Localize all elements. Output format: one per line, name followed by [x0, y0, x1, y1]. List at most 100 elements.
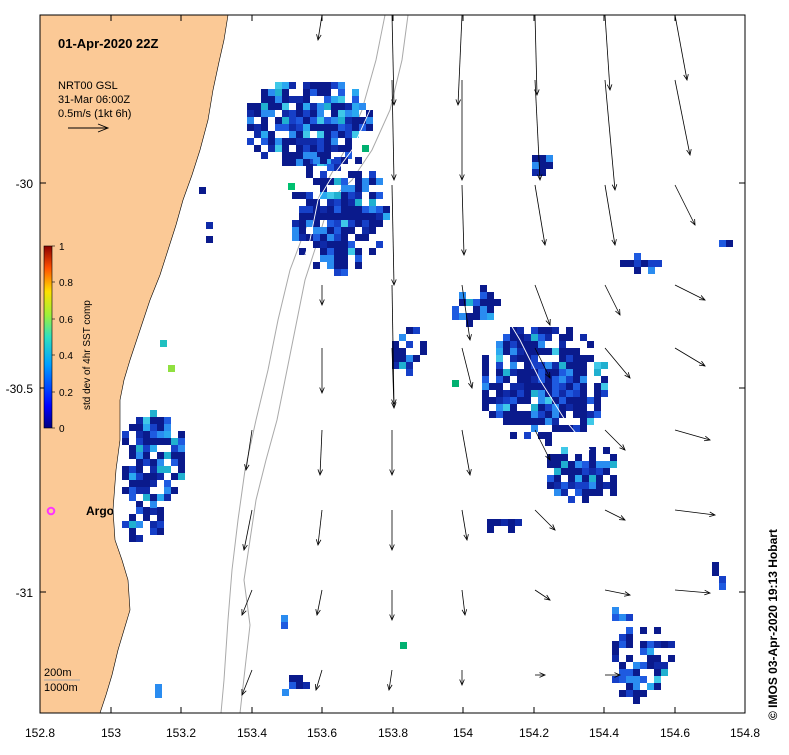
sst-pixel: [369, 178, 376, 185]
sst-pixel: [580, 397, 587, 404]
sst-pixel: [726, 240, 733, 247]
sst-pixel: [561, 489, 568, 496]
sst-pixel: [324, 124, 331, 131]
sst-pixel: [369, 213, 376, 220]
sst-pixel: [482, 404, 489, 411]
current-scale: 0.5m/s (1kt 6h): [58, 108, 131, 120]
sst-pixel: [150, 528, 157, 535]
sst-pixel: [261, 117, 268, 124]
sst-pixel: [303, 145, 310, 152]
sst-pixel: [164, 431, 171, 438]
sst-pixel: [573, 404, 580, 411]
sst-pixel: [546, 162, 553, 169]
sst-pixel: [466, 320, 473, 327]
sst-pixel: [559, 355, 566, 362]
sst-pixel: [640, 690, 647, 697]
sst-pixel: [157, 452, 164, 459]
sst-pixel: [610, 482, 617, 489]
sst-pixel: [503, 397, 510, 404]
sst-pixel: [366, 117, 373, 124]
sst-pixel: [292, 220, 299, 227]
current-vector-head: [391, 402, 397, 410]
current-vector: [604, 509, 626, 521]
sst-pixel: [327, 262, 334, 269]
sst-pixel: [338, 124, 345, 131]
sst-pixel: [327, 220, 334, 227]
sst-pixel: [508, 519, 515, 526]
sst-pixel: [510, 411, 517, 418]
sst-pixel: [310, 124, 317, 131]
sst-pixel: [310, 82, 317, 89]
sst-pixel: [480, 292, 487, 299]
sst-pixel: [568, 475, 575, 482]
sst-pixel: [289, 124, 296, 131]
colorbar-label: std dev of 4hr SST comp: [82, 300, 93, 410]
sst-pixel: [517, 348, 524, 355]
sst-pixel: [503, 411, 510, 418]
current-vector: [674, 589, 711, 594]
sst-pixel: [261, 138, 268, 145]
sst-pixel: [496, 341, 503, 348]
sst-pixel: [580, 411, 587, 418]
sst-pixel: [136, 521, 143, 528]
sst-pixel: [376, 192, 383, 199]
current-vector-head: [316, 34, 322, 42]
sst-pixel: [320, 241, 327, 248]
current-vector-head: [455, 99, 461, 107]
sst-pixel: [517, 376, 524, 383]
current-vector: [391, 79, 395, 181]
sst-pixel: [355, 157, 362, 164]
sst-pixel: [494, 299, 501, 306]
sst-pixel: [292, 192, 299, 199]
sst-pixel: [566, 390, 573, 397]
sst-pixel: [296, 675, 303, 682]
sst-pixel: [594, 397, 601, 404]
sst-pixel: [143, 445, 150, 452]
sst-pixel: [369, 248, 376, 255]
sst-pixel: [282, 124, 289, 131]
sst-pixel: [496, 362, 503, 369]
sst-pixel: [510, 404, 517, 411]
sst-pixel: [473, 299, 480, 306]
sst-pixel: [517, 397, 524, 404]
sst-pixel: [552, 425, 559, 432]
sst-pixel: [320, 178, 327, 185]
sst-pixel: [129, 494, 136, 501]
sst-pixel: [573, 362, 580, 369]
sst-pixel: [320, 192, 327, 199]
sst-pixel: [515, 519, 522, 526]
sst-pixel: [619, 676, 626, 683]
current-vector-head: [389, 614, 395, 622]
sst-pixel: [634, 260, 641, 267]
sst-pixel: [503, 341, 510, 348]
sst-pixel: [399, 348, 406, 355]
sst-pixel: [640, 676, 647, 683]
lon-tick: 152.8: [25, 726, 55, 740]
sst-pixel: [275, 82, 282, 89]
colorbar-tick: 1: [59, 242, 65, 253]
sst-pixel: [143, 507, 150, 514]
sst-pixel: [552, 376, 559, 383]
sst-pixel: [406, 327, 413, 334]
sst-pixel: [313, 157, 320, 164]
sst-pixels: [122, 82, 733, 704]
sst-pixel: [310, 110, 317, 117]
sst-pixel: [575, 489, 582, 496]
current-vector: [315, 669, 323, 691]
sst-pixel: [459, 313, 466, 320]
current-vector-head: [545, 453, 551, 461]
sst-pixel: [171, 438, 178, 445]
sst-pixel: [524, 411, 531, 418]
sst-pixel: [206, 236, 213, 243]
current-vector: [534, 284, 551, 326]
current-vector-head: [391, 279, 397, 287]
sst-pixel: [268, 138, 275, 145]
sst-pixel: [531, 418, 538, 425]
sst-pixel: [310, 103, 317, 110]
sst-pixel: [619, 669, 626, 676]
sst-pixel: [275, 89, 282, 96]
current-vector-head: [614, 672, 622, 678]
sst-pixel: [341, 192, 348, 199]
sst-pixel: [510, 390, 517, 397]
sst-pixel: [510, 432, 517, 439]
